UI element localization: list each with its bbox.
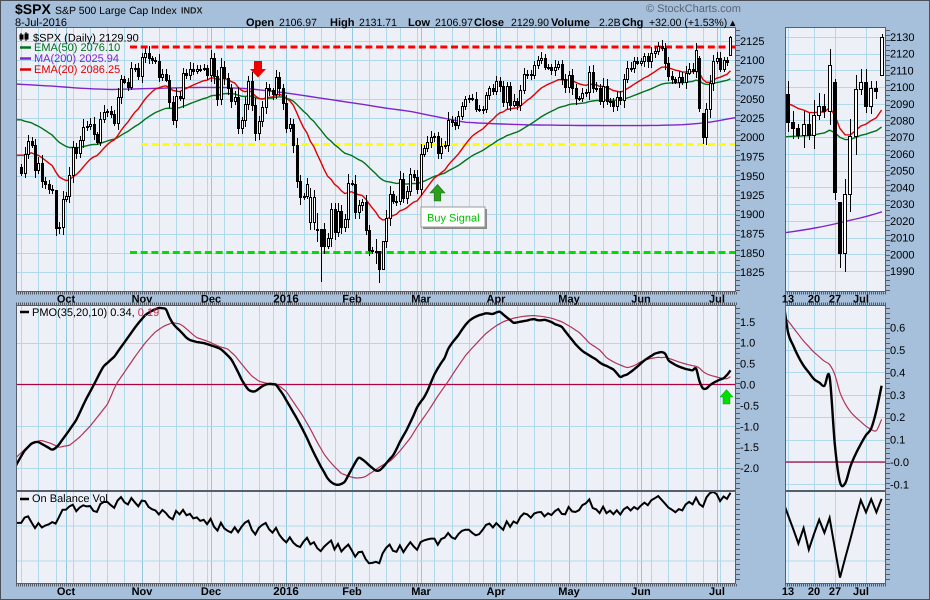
svg-text:2025: 2025 [740, 113, 764, 125]
svg-text:Mar: Mar [411, 586, 431, 598]
svg-text:-1.0: -1.0 [740, 421, 759, 433]
svg-text:2050: 2050 [890, 166, 914, 178]
svg-text:0.5: 0.5 [740, 359, 755, 371]
svg-text:INDX: INDX [181, 6, 203, 16]
svg-text:1900: 1900 [740, 209, 764, 221]
svg-text:2070: 2070 [890, 132, 914, 144]
svg-text:0.4: 0.4 [890, 367, 905, 379]
svg-text:Jun: Jun [631, 586, 651, 598]
svg-text:13: 13 [782, 586, 794, 598]
svg-text:-0.5: -0.5 [740, 400, 759, 412]
svg-text:$SPX: $SPX [15, 1, 51, 17]
svg-text:PMO(35,20,10) 0.34, 0.19: PMO(35,20,10) 0.34, 0.19 [32, 307, 159, 319]
svg-text:© StockCharts.com: © StockCharts.com [646, 3, 741, 15]
svg-text:0.1: 0.1 [890, 435, 905, 447]
svg-text:Feb: Feb [342, 586, 362, 598]
svg-text:1.5: 1.5 [740, 317, 755, 329]
svg-text:May: May [558, 294, 580, 306]
svg-text:-1.5: -1.5 [740, 442, 759, 454]
svg-text:2010: 2010 [890, 233, 914, 245]
svg-text:2016: 2016 [273, 586, 299, 598]
svg-text:2000: 2000 [740, 132, 764, 144]
svg-text:2130: 2130 [890, 32, 914, 44]
svg-text:2075: 2075 [740, 75, 764, 87]
svg-text:Oct: Oct [57, 586, 76, 598]
svg-text:2120: 2120 [890, 49, 914, 61]
svg-text:2100: 2100 [740, 55, 764, 67]
svg-text:1990: 1990 [890, 266, 914, 278]
svg-text:8-Jul-2016: 8-Jul-2016 [15, 17, 67, 29]
svg-text:Dec: Dec [201, 586, 221, 598]
svg-text:EMA(50) 2076.10: EMA(50) 2076.10 [34, 42, 120, 54]
svg-text:Feb: Feb [342, 294, 362, 306]
svg-text:Dec: Dec [201, 294, 221, 306]
svg-text:1.0: 1.0 [740, 338, 755, 350]
svg-text:Apr: Apr [487, 294, 507, 306]
svg-text:0.2: 0.2 [890, 412, 905, 424]
svg-text:2080: 2080 [890, 116, 914, 128]
svg-text:May: May [558, 586, 580, 598]
svg-text:1875: 1875 [740, 229, 764, 241]
svg-text:1950: 1950 [740, 171, 764, 183]
svg-text:0.0: 0.0 [740, 380, 755, 392]
svg-text:S&P 500 Large Cap Index: S&P 500 Large Cap Index [55, 5, 178, 17]
svg-text:0.5: 0.5 [890, 345, 905, 357]
svg-text:Mar: Mar [411, 294, 431, 306]
svg-text:13: 13 [782, 294, 794, 306]
svg-text:2016: 2016 [273, 294, 299, 306]
svg-text:20: 20 [808, 586, 820, 598]
svg-text:2060: 2060 [890, 149, 914, 161]
svg-text:Jul: Jul [709, 294, 725, 306]
svg-text:Jul: Jul [853, 586, 869, 598]
svg-text:27: 27 [829, 586, 841, 598]
svg-text:2030: 2030 [890, 199, 914, 211]
svg-text:$SPX (Daily) 2129.90: $SPX (Daily) 2129.90 [33, 33, 139, 45]
svg-text:Apr: Apr [487, 586, 507, 598]
svg-text:1925: 1925 [740, 190, 764, 202]
svg-text:On Balance Vol: On Balance Vol [32, 493, 108, 505]
svg-text:1850: 1850 [740, 248, 764, 260]
svg-text:0.3: 0.3 [890, 390, 905, 402]
svg-text:2090: 2090 [890, 99, 914, 111]
svg-text:-2.0: -2.0 [740, 463, 759, 475]
svg-text:Nov: Nov [132, 294, 154, 306]
svg-text:2100: 2100 [890, 82, 914, 94]
svg-text:2040: 2040 [890, 182, 914, 194]
svg-text:-0.1: -0.1 [890, 479, 909, 491]
svg-text:1975: 1975 [740, 152, 764, 164]
svg-text:0.6: 0.6 [890, 323, 905, 335]
svg-text:Jun: Jun [631, 294, 651, 306]
svg-text:Buy Signal: Buy Signal [427, 213, 480, 225]
svg-text:2110: 2110 [890, 65, 914, 77]
svg-text:Nov: Nov [132, 586, 154, 598]
svg-text:1825: 1825 [740, 267, 764, 279]
svg-text:2050: 2050 [740, 94, 764, 106]
svg-text:2020: 2020 [890, 216, 914, 228]
svg-text:20: 20 [808, 294, 820, 306]
svg-text:-0.0: -0.0 [890, 457, 909, 469]
svg-text:Oct: Oct [57, 294, 76, 306]
svg-text:Jul: Jul [709, 586, 725, 598]
svg-text:2125: 2125 [740, 36, 764, 48]
svg-text:27: 27 [829, 294, 841, 306]
svg-text:MA(200) 2025.94: MA(200) 2025.94 [34, 53, 119, 65]
svg-text:EMA(20) 2086.25: EMA(20) 2086.25 [34, 64, 120, 76]
svg-text:Jul: Jul [853, 294, 869, 306]
svg-text:2000: 2000 [890, 249, 914, 261]
